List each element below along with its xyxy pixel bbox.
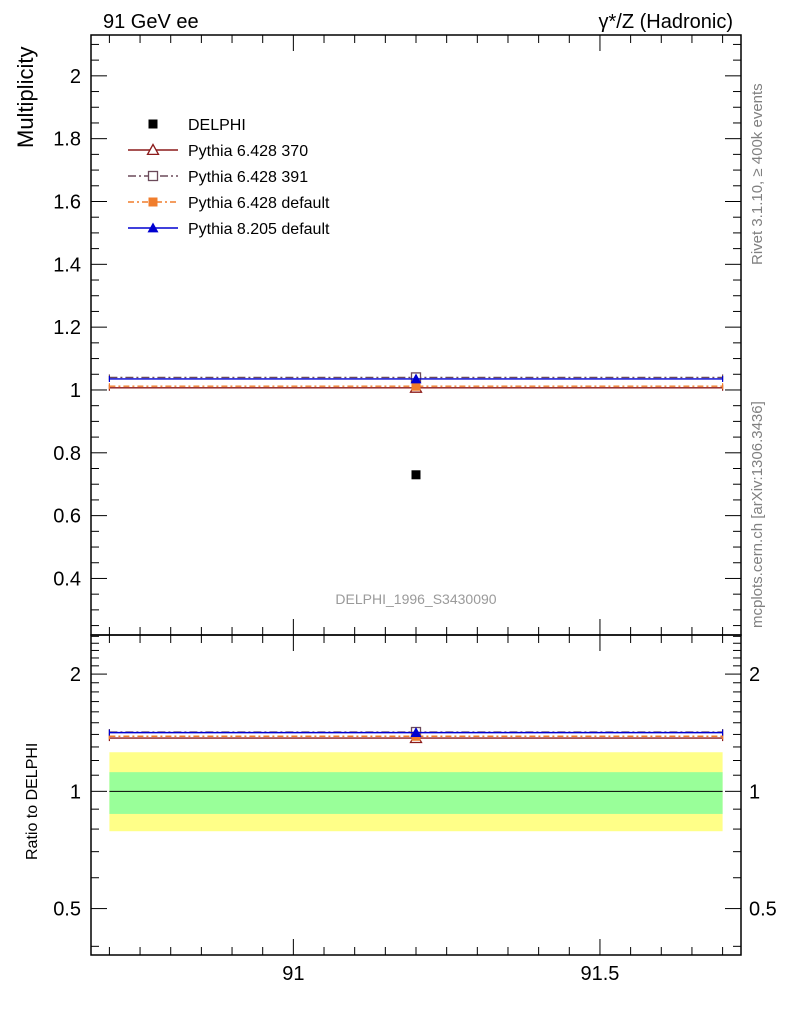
header-right: γ*/Z (Hadronic) bbox=[599, 11, 733, 33]
y-tick-label: 1.6 bbox=[53, 191, 81, 213]
ratio-tick-label-right: 1 bbox=[749, 781, 760, 803]
ratio-bands bbox=[109, 752, 723, 832]
ratio-tick-label-left: 0.5 bbox=[53, 899, 81, 921]
legend-label: Pythia 8.205 default bbox=[188, 221, 330, 238]
y-tick-label: 1.2 bbox=[53, 317, 81, 339]
series-point bbox=[411, 381, 421, 391]
ratio-series bbox=[108, 726, 724, 744]
ratio-tick-label-left: 1 bbox=[70, 781, 81, 803]
legend-marker bbox=[148, 119, 158, 129]
ratio-tick-label-right: 2 bbox=[749, 664, 760, 686]
legend-label: Pythia 6.428 default bbox=[188, 195, 330, 212]
legend-label: Pythia 6.428 370 bbox=[188, 143, 308, 160]
main-series bbox=[108, 372, 724, 480]
legend-marker bbox=[147, 222, 159, 233]
ratio-series-point bbox=[410, 727, 422, 738]
legend-marker bbox=[147, 170, 159, 182]
side-label-bottom: mcplots.cern.ch [arXiv:1306.3436] bbox=[749, 401, 766, 628]
side-label-top: Rivet 3.1.10, ≥ 400k events bbox=[749, 83, 766, 265]
axis-ticks: 0.4 0.6 0.8 1 1.2 1.4 1.6 1.8 2 0.5 0.5 1 1 2 2 91 91.5 bbox=[53, 35, 777, 985]
y-tick-label: 1.4 bbox=[53, 254, 81, 276]
series-point bbox=[410, 373, 422, 384]
data-point bbox=[411, 470, 421, 480]
y-tick-label: 2 bbox=[70, 66, 81, 88]
legend-label: DELPHI bbox=[188, 117, 246, 134]
analysis-label: DELPHI_1996_S3430090 bbox=[335, 591, 496, 607]
x-tick-label: 91.5 bbox=[580, 963, 619, 985]
legend-label: Pythia 6.428 391 bbox=[188, 169, 308, 186]
y-tick-label: 0.4 bbox=[53, 568, 81, 590]
ratio-panel-frame bbox=[90, 634, 742, 956]
legend-marker bbox=[148, 197, 158, 207]
header-left: 91 GeV ee bbox=[103, 11, 199, 33]
x-tick-label: 91 bbox=[282, 963, 304, 985]
ratio-y-axis-label: Ratio to DELPHI bbox=[24, 743, 41, 860]
y-tick-label: 1.8 bbox=[53, 129, 81, 151]
legend-marker bbox=[146, 143, 160, 156]
y-tick-label: 0.6 bbox=[53, 506, 81, 528]
ratio-tick-label-left: 2 bbox=[70, 664, 81, 686]
y-tick-label: 0.8 bbox=[53, 443, 81, 465]
legend: DELPHI Pythia 6.428 370 Pythia 6.428 391 Py… bbox=[128, 117, 330, 238]
ratio-tick-label-right: 0.5 bbox=[749, 899, 777, 921]
y-tick-label: 1 bbox=[70, 380, 81, 402]
ratio-band-inner bbox=[109, 772, 723, 814]
y-axis-label: Multiplicity bbox=[13, 47, 38, 148]
